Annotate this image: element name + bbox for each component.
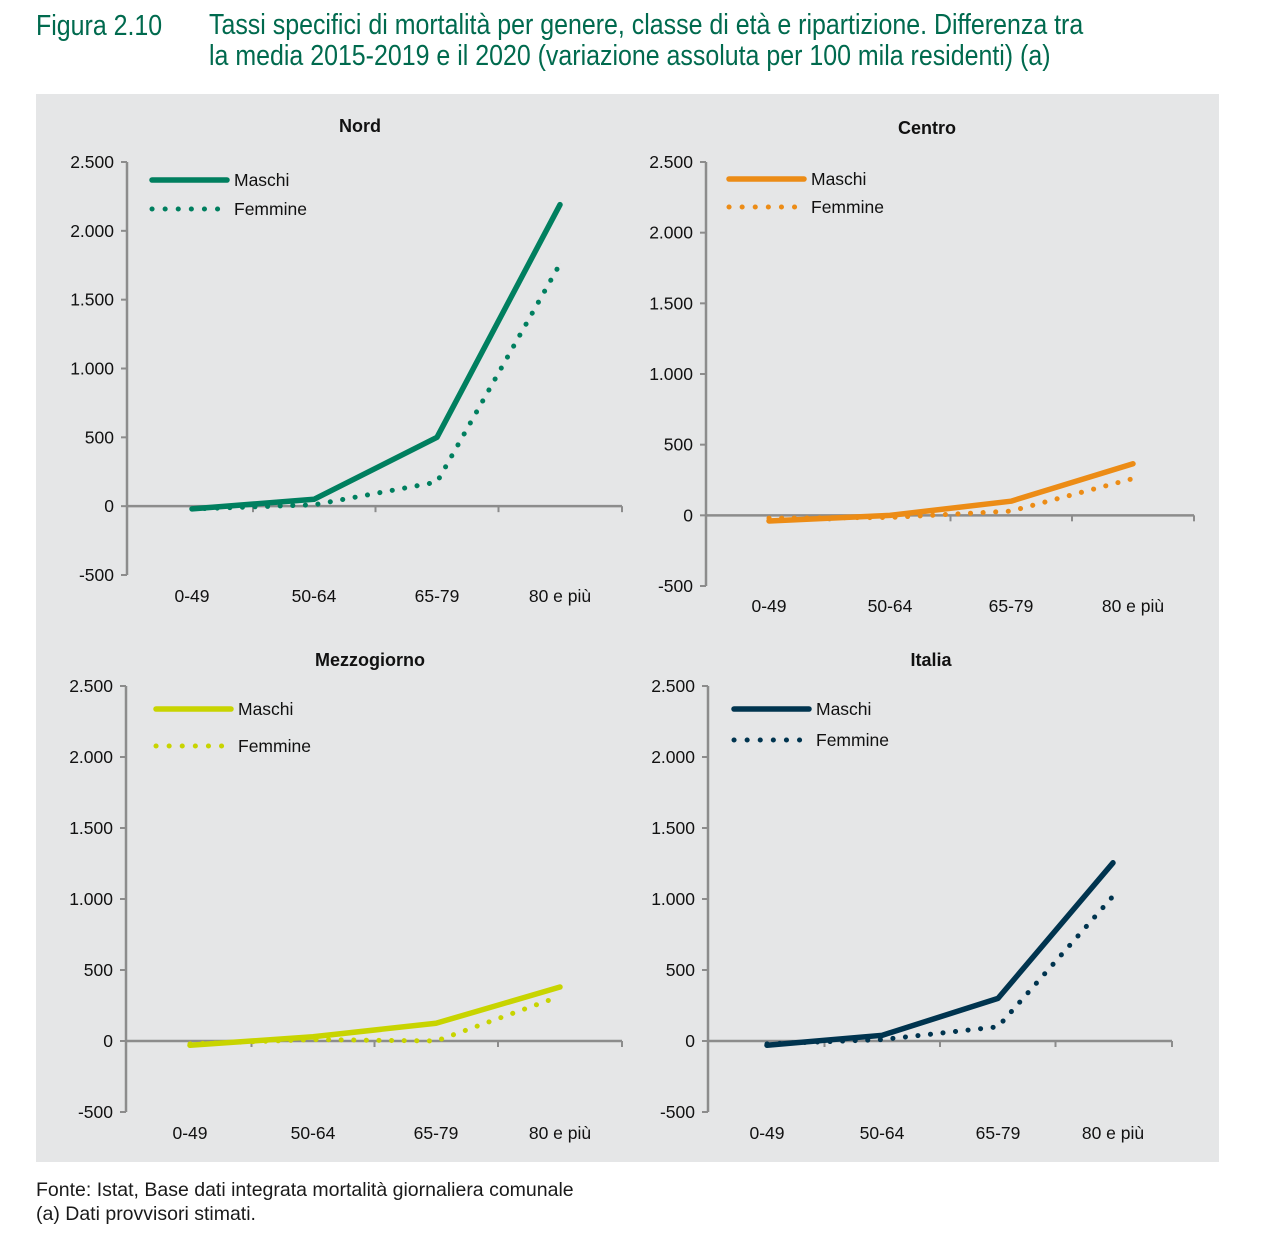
figure-title: Tassi specifici di mortalità per genere,…: [209, 10, 1237, 72]
x-tick-label: 65-79: [414, 1123, 459, 1143]
y-tick-label: 1.000: [651, 889, 695, 909]
figure-title-line1: Tassi specifici di mortalità per genere,…: [209, 9, 1084, 41]
chart-title: Centro: [898, 118, 956, 138]
y-tick-label: 500: [666, 960, 695, 980]
figure-number: Figura 2.10: [36, 10, 163, 42]
y-tick-label: 1.500: [70, 290, 114, 310]
y-tick-label: 1.000: [70, 359, 114, 379]
legend-label-maschi: Maschi: [238, 699, 293, 719]
series-line-maschi: [187, 984, 563, 1049]
y-tick-label: 500: [84, 960, 113, 980]
legend-label-femmine: Femmine: [234, 199, 307, 219]
footnote-a: (a) Dati provvisori stimati.: [36, 1203, 256, 1225]
y-tick-label: 2.500: [70, 152, 114, 172]
figure-title-line2: la media 2015-2019 e il 2020 (variazione…: [209, 41, 1237, 72]
source-note: Fonte: Istat, Base dati integrata mortal…: [36, 1179, 574, 1201]
x-tick-label: 0-49: [749, 1123, 784, 1143]
x-tick-label: 0-49: [751, 596, 786, 616]
x-tick-label: 50-64: [860, 1123, 905, 1143]
chart-title: Italia: [910, 650, 952, 670]
series-line-femmine: [187, 993, 563, 1047]
chart-nord: Nord -500 0 500 1.000 1.500 2.000 2.500 0-49 50-6…: [70, 116, 623, 606]
x-tick-label: 0-49: [172, 1123, 207, 1143]
y-tick-label: 0: [685, 1031, 695, 1051]
y-tick-label: 0: [683, 505, 693, 525]
y-tick-label: -500: [78, 1102, 113, 1122]
chart-italia: Italia -500 0 500 1.000 1.500 2.000 2.500 0-49 50…: [651, 650, 1173, 1143]
x-tick-label: 65-79: [976, 1123, 1021, 1143]
chart-mezzogiorno: Mezzogiorno -500 0 500 1.000 1.500 2.000 2.500 0…: [69, 650, 623, 1143]
y-tick-label: 500: [85, 427, 114, 447]
legend-label-femmine: Femmine: [811, 197, 884, 217]
series-line-maschi: [189, 201, 563, 512]
legend-label-maschi: Maschi: [816, 699, 871, 719]
y-tick-label: 1.000: [649, 364, 693, 384]
x-tick-label: 0-49: [174, 586, 209, 606]
x-tick-label: 80 e più: [1082, 1123, 1144, 1143]
y-tick-label: 2.500: [649, 152, 693, 172]
y-tick-label: -500: [79, 565, 114, 585]
figure-footer: Fonte: Istat, Base dati integrata mortal…: [36, 1178, 574, 1226]
x-tick-label: 50-64: [291, 1123, 336, 1143]
chart-title: Nord: [339, 116, 381, 136]
y-tick-label: 1.500: [69, 818, 113, 838]
legend-label-femmine: Femmine: [238, 736, 311, 756]
x-tick-label: 80 e più: [529, 586, 591, 606]
figure-title-note: (variazione assoluta per 100 mila reside…: [530, 40, 1051, 72]
y-tick-label: -500: [660, 1102, 695, 1122]
legend-label-maschi: Maschi: [811, 169, 866, 189]
x-tick-label: 65-79: [415, 586, 460, 606]
y-tick-label: 0: [103, 1031, 113, 1051]
charts-panel: [36, 94, 1219, 1162]
x-tick-label: 50-64: [868, 596, 913, 616]
y-tick-label: 1.500: [649, 293, 693, 313]
series-line-femmine: [764, 893, 1116, 1047]
figure-title-main: la media 2015-2019 e il 2020: [209, 40, 531, 72]
y-tick-label: 2.500: [651, 676, 695, 696]
series-line-maschi: [766, 460, 1136, 524]
y-tick-label: 2.500: [69, 676, 113, 696]
x-tick-label: 80 e più: [529, 1123, 591, 1143]
y-tick-label: 1.000: [69, 889, 113, 909]
legend-label-maschi: Maschi: [234, 170, 289, 190]
chart-centro: Centro -500 0 500 1.000 1.500 2.000 2.500 0-49 50…: [649, 118, 1195, 616]
y-tick-label: 0: [104, 496, 114, 516]
x-tick-label: 80 e più: [1102, 596, 1164, 616]
y-tick-label: 500: [664, 435, 693, 455]
series-line-femmine: [766, 476, 1136, 521]
y-tick-label: 2.000: [651, 747, 695, 767]
series-line-maschi: [764, 860, 1116, 1049]
y-tick-label: -500: [658, 576, 693, 596]
legend-label-femmine: Femmine: [816, 730, 889, 750]
y-tick-label: 1.500: [651, 818, 695, 838]
y-tick-label: 2.000: [649, 223, 693, 243]
chart-title: Mezzogiorno: [315, 650, 425, 670]
x-tick-label: 50-64: [292, 586, 337, 606]
y-tick-label: 2.000: [69, 747, 113, 767]
x-tick-label: 65-79: [989, 596, 1034, 616]
y-tick-label: 2.000: [70, 221, 114, 241]
series-line-femmine: [189, 261, 563, 512]
